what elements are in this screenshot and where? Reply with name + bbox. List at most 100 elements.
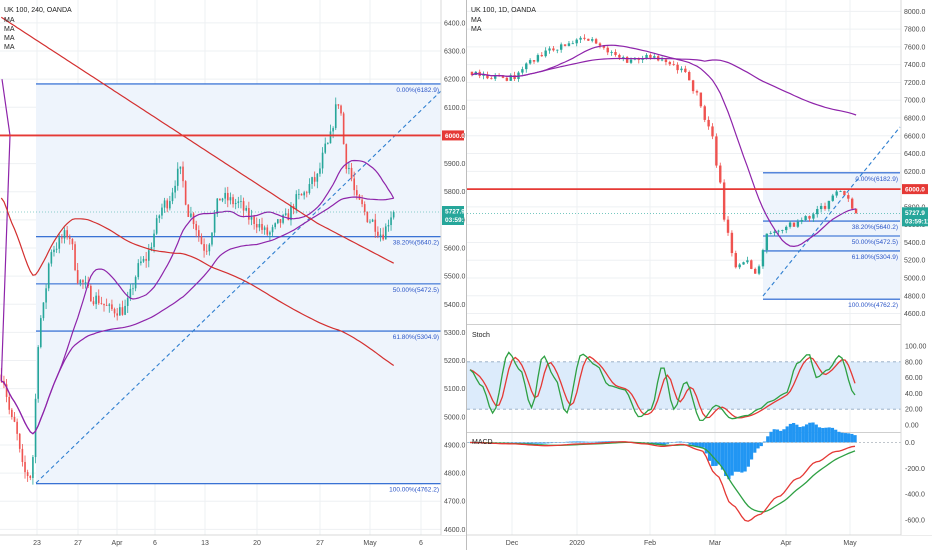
macd-hist-bar	[779, 430, 783, 443]
candle-body	[688, 72, 691, 81]
price-axis-label: 6100.0	[444, 105, 466, 112]
fib-label: 50.00%(5472.5)	[852, 239, 898, 246]
candle-body	[316, 173, 319, 182]
macd-hist-bar	[795, 424, 799, 443]
candle-body	[103, 303, 105, 306]
candle-body	[287, 213, 290, 221]
candle-body	[587, 38, 590, 41]
price-axis-label: 6200.0	[904, 169, 926, 176]
candle-body	[847, 195, 850, 199]
candle-body	[182, 166, 184, 182]
candle-body	[734, 253, 737, 268]
last-price-label: 5727.9	[445, 209, 465, 216]
candle-body	[843, 190, 846, 196]
macd-hist-bar	[662, 442, 666, 445]
candle-body	[788, 222, 792, 227]
price-axis-label: 7200.0	[904, 80, 926, 87]
price-axis-label: 5300.0	[444, 330, 466, 337]
candle-body	[277, 219, 279, 224]
candle-body	[158, 215, 161, 219]
candle-body	[142, 258, 145, 262]
candle-body	[137, 263, 140, 278]
candle-body	[583, 37, 586, 39]
candle-body	[742, 262, 745, 265]
right-chart-panel[interactable]: 0.00%(6182.9) 38.20%(5640.2) 50.00%(5472.5…	[467, 0, 932, 550]
macd-hist-bar	[837, 431, 841, 443]
macd-hist-bar	[678, 441, 682, 443]
candle-body	[305, 192, 308, 194]
macd-hist-bar	[665, 442, 670, 444]
candle-body	[84, 282, 87, 283]
candle-body	[606, 47, 609, 53]
candle-body	[804, 216, 807, 221]
candle-body	[548, 48, 551, 51]
candle-body	[369, 221, 371, 223]
time-axis-label: 20	[253, 540, 261, 547]
macd-hist-bar	[720, 442, 725, 470]
macd-axis: 0.0 -200.0 -400.0 -600.0	[905, 440, 925, 525]
macd-hist-bar	[539, 442, 543, 444]
price-axis-label: 5200.0	[444, 358, 466, 365]
candle-body	[74, 244, 76, 271]
candle-body	[116, 313, 118, 316]
candle-body	[379, 234, 382, 236]
candle-body	[645, 54, 648, 59]
candle-body	[649, 54, 652, 58]
candle-body	[559, 44, 563, 50]
candle-body	[501, 75, 505, 78]
stoch-d-line	[469, 355, 856, 419]
macd-hist-bar	[536, 442, 540, 444]
price-axis-label: 6800.0	[904, 116, 926, 123]
candle-body	[494, 75, 497, 79]
left-chart-panel[interactable]: 0.00%(6182.9) 38.20%(5640.2) 50.00%(5472.5…	[0, 0, 471, 550]
candle-body	[32, 457, 34, 478]
fib-label: 100.00%(4762.2)	[848, 302, 898, 309]
candle-body	[166, 200, 169, 209]
macd-hist-bar	[542, 442, 547, 444]
left-trend-line	[35, 90, 442, 484]
candle-body	[324, 143, 327, 153]
candle-body	[113, 309, 116, 314]
candle-body	[591, 39, 594, 41]
macd-hist-bar	[775, 429, 780, 443]
candle-body	[353, 178, 355, 191]
stoch-axis-label: 0.00	[905, 423, 919, 430]
macd-hist-bar	[694, 442, 699, 447]
candle-body	[58, 237, 61, 249]
price-axis-label: 5000.0	[444, 414, 466, 421]
candle-body	[68, 237, 71, 239]
candle-body	[332, 128, 334, 132]
price-axis-label: 4800.0	[444, 471, 466, 478]
candle-body	[161, 207, 163, 216]
candle-body	[295, 194, 298, 210]
candle-body	[208, 244, 211, 252]
right-candles	[470, 34, 858, 276]
candle-body	[271, 227, 274, 233]
candle-body	[169, 201, 171, 209]
macd-pane[interactable]: MACD	[467, 422, 932, 522]
candle-body	[79, 280, 82, 284]
candle-body	[676, 64, 679, 71]
candle-body	[284, 213, 287, 215]
macd-hist-bar	[704, 442, 708, 454]
time-axis-label: May	[843, 540, 857, 547]
left-ma-label-2: MA	[4, 26, 15, 33]
candle-body	[303, 192, 305, 196]
time-axis-label: 6	[419, 540, 423, 547]
macd-hist-bar	[746, 442, 750, 467]
candle-body	[327, 143, 329, 145]
macd-hist-bar	[817, 427, 822, 443]
candle-body	[66, 230, 68, 238]
candle-body	[140, 261, 142, 264]
candle-body	[319, 168, 321, 174]
candle-body	[55, 248, 58, 250]
candle-body	[71, 238, 74, 245]
candle-body	[179, 166, 182, 169]
candle-body	[255, 223, 258, 228]
fib-label: 61.80%(5304.9)	[393, 334, 439, 341]
candle-body	[245, 208, 248, 211]
stoch-pane[interactable]: Stoch	[467, 324, 932, 422]
stoch-axis-label: 60.00	[905, 375, 923, 382]
candle-body	[653, 56, 656, 58]
candle-body	[203, 244, 205, 251]
